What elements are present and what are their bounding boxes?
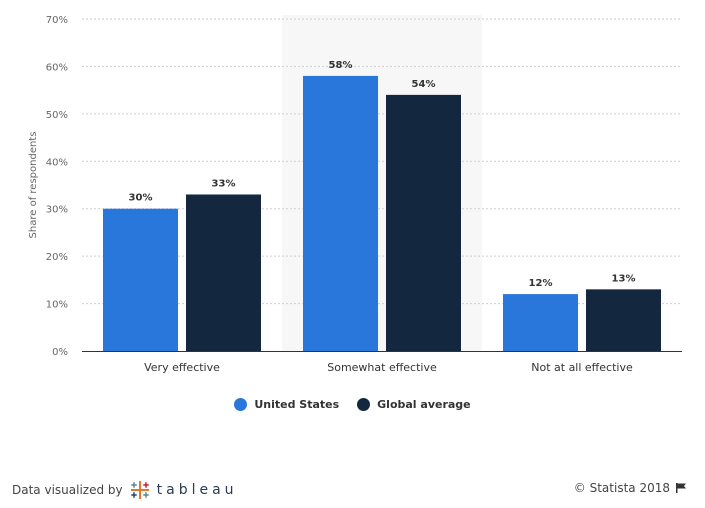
flag-icon[interactable] <box>675 482 687 494</box>
bar-0-0[interactable] <box>103 208 178 351</box>
y-axis-title: Share of respondents <box>28 132 39 239</box>
statista-copyright[interactable]: © Statista 2018 <box>574 481 687 495</box>
y-tick-label: 60% <box>46 62 68 73</box>
bar-0-2[interactable] <box>503 294 578 351</box>
y-tick-label: 30% <box>46 205 68 216</box>
y-tick-label: 50% <box>46 110 68 121</box>
y-tick-label: 40% <box>46 157 68 168</box>
data-label-0-0: 30% <box>129 193 153 204</box>
bar-1-2[interactable] <box>586 289 661 351</box>
attribution-text: Data visualized by <box>12 483 123 497</box>
tableau-logo-icon <box>130 481 149 499</box>
copyright-text: © Statista 2018 <box>573 481 670 495</box>
data-label-0-1: 58% <box>329 60 353 71</box>
data-label-1-2: 13% <box>612 273 636 284</box>
data-label-1-0: 33% <box>212 178 236 189</box>
data-label-1-1: 54% <box>412 79 436 90</box>
x-tick-label: Very effective <box>144 361 220 374</box>
x-tick-label: Not at all effective <box>531 361 633 374</box>
tableau-wordmark: tableau <box>156 482 238 498</box>
tableau-attribution[interactable]: Data visualized by tableau <box>12 480 238 500</box>
y-tick-label: 70% <box>46 15 68 26</box>
legend-label-series-0: United States <box>254 398 340 411</box>
chart-area: 30% 33% 58% 54% 12% 13% 0% 10% 20% 30% 40% 50% 60% 7… <box>28 15 682 374</box>
legend-item-series-0[interactable]: United States <box>234 398 339 411</box>
legend-item-series-1[interactable]: Global average <box>357 398 471 411</box>
data-label-0-2: 12% <box>529 278 553 289</box>
legend-label-series-1: Global average <box>377 398 471 411</box>
legend-marker-series-1 <box>357 398 371 411</box>
bar-1-1[interactable] <box>386 94 461 351</box>
y-tick-label: 0% <box>52 347 68 358</box>
bar-1-0[interactable] <box>186 194 261 351</box>
y-tick-label: 10% <box>46 300 68 311</box>
legend: United States Global average <box>0 398 705 411</box>
x-tick-label: Somewhat effective <box>327 361 437 374</box>
bar-0-1[interactable] <box>303 75 378 352</box>
legend-marker-series-0 <box>234 398 248 411</box>
y-tick-label: 20% <box>46 252 68 263</box>
